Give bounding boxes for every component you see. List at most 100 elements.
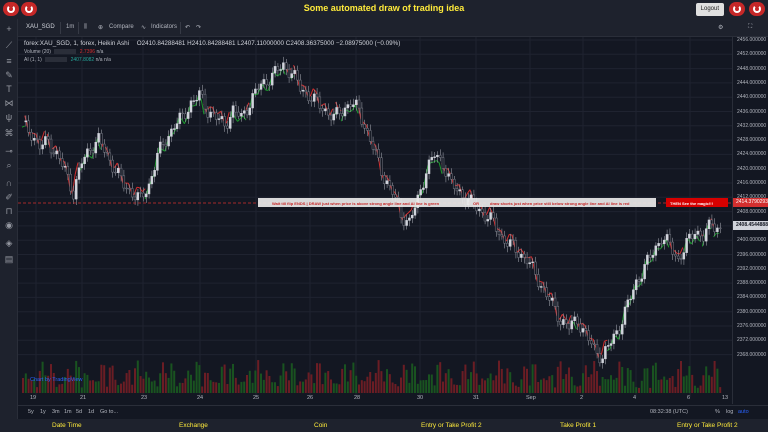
volume-bar xyxy=(570,376,573,393)
redo-icon[interactable]: ↷ xyxy=(196,25,202,31)
text-icon[interactable]: T xyxy=(6,84,12,94)
symbol-selector[interactable]: XAU_SGD xyxy=(26,24,55,30)
ai-line-segment xyxy=(559,314,563,320)
volume-bar xyxy=(22,378,24,393)
settings-icon[interactable]: ⚙ xyxy=(718,25,724,31)
fork-icon[interactable]: ψ xyxy=(5,112,13,122)
price-label: 2388.000000 xyxy=(737,280,767,287)
ai-line-segment xyxy=(105,147,110,156)
candle xyxy=(548,296,551,301)
price-label: 2376.000000 xyxy=(737,323,767,329)
candle xyxy=(696,230,700,235)
lock-icon[interactable]: ⊓ xyxy=(5,206,13,216)
price-label: 2392.000000 xyxy=(737,265,767,272)
trash-icon[interactable]: ▤ xyxy=(4,254,14,264)
candle xyxy=(660,243,663,245)
right-icon-button[interactable] xyxy=(729,2,745,16)
hline-icon[interactable]: ≡ xyxy=(6,56,12,66)
volume-bar xyxy=(201,386,204,393)
volume-bar xyxy=(251,382,254,393)
indicator-controls[interactable] xyxy=(54,49,77,55)
volume-bar xyxy=(433,385,436,393)
drawing-toolbar: + ⟋ ≡ ✎ T ⋈ ψ ⌘ ⊸ ⌕ ∩ ✐ ⊓ ◉ ◈ ▤ xyxy=(0,19,18,423)
range-button[interactable]: 1m xyxy=(64,409,72,415)
range-button[interactable]: 5y xyxy=(28,409,34,415)
volume-bar xyxy=(27,378,30,393)
logout-button[interactable]: Logout xyxy=(695,3,724,16)
eye-icon[interactable]: ◉ xyxy=(5,220,13,230)
candle xyxy=(637,279,641,282)
ai-legend-label[interactable]: AI (1, 1) xyxy=(24,57,42,63)
price-chart[interactable]: Wait till flip ENDS | DRAW just when pri… xyxy=(18,37,732,404)
separator xyxy=(180,22,181,34)
zoom-icon[interactable]: ⌕ xyxy=(6,160,12,170)
volume-bar xyxy=(604,379,607,393)
candle xyxy=(259,83,263,90)
percent-toggle[interactable]: % xyxy=(715,409,720,415)
price-axis[interactable]: 2456.000000 2452.000000 2448.000000 2444.00… xyxy=(732,37,768,404)
candle xyxy=(702,235,705,242)
interval-selector[interactable]: 1m xyxy=(66,24,75,30)
log-toggle[interactable]: log xyxy=(726,409,734,415)
time-axis[interactable]: 19 21 23 24 25 26 28 30 31 Sep 2 4 6 13 xyxy=(18,394,732,404)
candle xyxy=(643,264,646,280)
time-readout: 08:32:38 (UTC) xyxy=(650,409,688,415)
volume-bar xyxy=(380,371,383,393)
right-icon-button-2[interactable] xyxy=(749,2,765,16)
candle xyxy=(273,66,277,74)
shape-icon[interactable]: ⌘ xyxy=(4,128,14,138)
candle xyxy=(209,111,212,118)
layers-icon[interactable]: ◈ xyxy=(5,238,13,248)
candle xyxy=(136,192,140,201)
left-icon-button[interactable] xyxy=(3,2,19,16)
candles-style-icon[interactable]: ⫼ xyxy=(84,24,87,30)
candle xyxy=(699,230,702,237)
candle xyxy=(489,212,492,220)
time-label: 30 xyxy=(417,395,424,401)
range-button[interactable]: Go to... xyxy=(100,409,119,415)
candle xyxy=(623,306,627,325)
auto-toggle[interactable]: auto xyxy=(738,409,749,415)
ai-line-segment xyxy=(665,239,670,248)
legend-main[interactable]: forex:XAU_SGD, 1, forex, Heikin Ashi xyxy=(24,40,129,47)
indicators-icon[interactable]: ∿ xyxy=(141,25,147,31)
compare-button[interactable]: Compare xyxy=(109,24,134,30)
undo-icon[interactable]: ↶ xyxy=(185,25,191,31)
indicators-button[interactable]: Indicators xyxy=(151,24,178,30)
magnet-icon[interactable]: ∩ xyxy=(5,178,13,188)
candle xyxy=(276,66,280,71)
candle xyxy=(542,286,546,288)
indicator-controls[interactable] xyxy=(45,57,68,63)
stay-drawing-icon[interactable]: ✐ xyxy=(5,192,13,202)
candle xyxy=(632,289,635,300)
candle xyxy=(626,299,630,308)
tradingview-watermark[interactable]: Chart by TradingView xyxy=(30,377,83,383)
volume-bar xyxy=(268,375,271,393)
volume-bar xyxy=(117,385,120,393)
range-button[interactable]: 1d xyxy=(88,409,95,415)
brush-icon[interactable]: ✎ xyxy=(5,70,13,80)
volume-bar xyxy=(523,366,526,393)
volume-bar xyxy=(64,376,66,393)
crosshair-icon[interactable]: + xyxy=(6,24,12,34)
left-icon-button-2[interactable] xyxy=(21,2,37,16)
volume-bar xyxy=(607,379,610,393)
range-button[interactable]: 3m xyxy=(52,409,60,415)
volume-legend-label[interactable]: Volume (20) xyxy=(24,49,51,55)
candle xyxy=(550,297,554,301)
range-button[interactable]: 5d xyxy=(76,409,83,415)
candle xyxy=(63,166,67,168)
volume-bar xyxy=(30,380,33,393)
compare-icon[interactable]: ⊕ xyxy=(98,25,104,31)
fullscreen-icon[interactable]: ⛶ xyxy=(748,24,753,30)
candle xyxy=(718,227,722,229)
candle xyxy=(531,261,534,263)
trendline-icon[interactable]: ⟋ xyxy=(5,40,13,50)
candle xyxy=(492,212,495,219)
volume-bar xyxy=(369,372,372,393)
ai-line-segment xyxy=(21,125,25,128)
volume-bar xyxy=(164,373,167,393)
measure-icon[interactable]: ⊸ xyxy=(5,146,13,156)
range-button[interactable]: 1y xyxy=(40,409,46,415)
pattern-icon[interactable]: ⋈ xyxy=(4,98,14,108)
